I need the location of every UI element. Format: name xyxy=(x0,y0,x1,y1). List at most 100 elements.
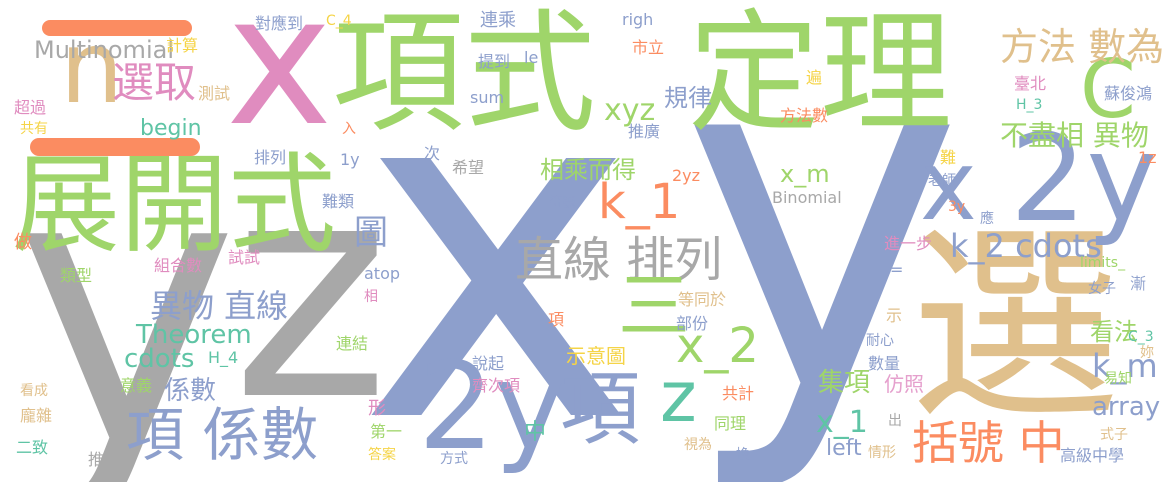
word-km: k_m xyxy=(1092,347,1158,385)
word-jisuan: 計算 xyxy=(166,36,199,55)
word-zhixian-pailie: 直線 排列 xyxy=(515,232,723,288)
word-chaoguo: 超過 xyxy=(14,98,47,117)
word-1z: 1z xyxy=(1138,148,1157,167)
word-z-large: z xyxy=(232,117,390,466)
word-binomial: Binomial xyxy=(772,188,842,207)
word-atop: atop xyxy=(364,264,401,283)
word-ru: 入 xyxy=(342,121,356,137)
word-xiang-mid: 項 xyxy=(560,363,640,456)
word-yiwu-zhixian: 異物 直線 xyxy=(150,287,289,325)
word-lianjie: 連結 xyxy=(336,334,369,353)
word-ceshi: 測試 xyxy=(198,84,231,103)
word-naixin: 耐心 xyxy=(866,333,894,349)
word-qingxing: 情形 xyxy=(868,445,896,461)
word-xm: x_m xyxy=(780,160,830,188)
word-jian: 漸 xyxy=(1130,274,1147,293)
word-jinyibu: 進一步 xyxy=(884,234,933,253)
word-z-small: z xyxy=(660,356,697,438)
word-qicixiang: 齊次項 xyxy=(472,376,521,395)
word-buqin: 不盡相 異物 xyxy=(1000,119,1149,152)
word-tongli: 同理 xyxy=(714,414,747,433)
word-fuhao: 符號 xyxy=(548,195,576,211)
word-xishu-small: 係數 xyxy=(164,376,217,406)
word-zhong: 中 xyxy=(524,420,547,445)
word-c3: C_3 xyxy=(1128,329,1154,345)
word-sujunhong: 蘇俊鴻 xyxy=(1104,84,1153,103)
word-x-large: x xyxy=(358,0,637,482)
word-chu: 出 xyxy=(888,413,902,429)
word-left: left xyxy=(826,436,862,461)
word-nan: 難 xyxy=(940,148,957,167)
word-xiangcheng: 相乘而得 xyxy=(540,156,636,184)
word-limits: limits_ xyxy=(1080,255,1126,271)
word-fangfashu: 方法數 xyxy=(780,106,829,125)
word-x1: x_1 xyxy=(816,405,868,440)
word-tu: 圖 xyxy=(354,213,388,253)
word-nanlei: 難類 xyxy=(322,192,355,211)
word-x2: x_2 xyxy=(676,318,759,374)
word-xiang-s: 相 xyxy=(364,289,378,305)
word-yiyi: 意義 xyxy=(120,376,153,395)
word-fangshi: 方式 xyxy=(440,451,468,467)
word-laoshi: 老師 xyxy=(928,173,956,189)
word-jixiang: 集項 xyxy=(818,368,871,398)
word-2yz: 2yz xyxy=(672,166,701,185)
word-x2y-x: x xyxy=(920,130,977,242)
word-xiangshi: 項式 xyxy=(332,0,596,151)
word-pangza: 龐雜 xyxy=(20,406,53,425)
word-tuichu: 推出 xyxy=(88,450,121,469)
word-h3: H_3 xyxy=(1016,97,1043,113)
word-shizi: 式子 xyxy=(1100,427,1128,443)
word-x2y-2y: 2y xyxy=(1010,110,1158,249)
word-k1: k_1 xyxy=(598,174,681,230)
word-leixing: 類型 xyxy=(60,266,93,285)
word-tuiguang: 推廣 xyxy=(628,122,661,141)
word-kuohao: 括號 中 xyxy=(912,416,1065,470)
word-ci: 次 xyxy=(424,144,441,163)
word-bufen: 部份 xyxy=(676,314,709,333)
word-xiang-xishu: 項 係數 xyxy=(126,401,319,469)
word-kanfa: 看法 xyxy=(1090,318,1138,346)
word-shi: 示 xyxy=(886,306,903,325)
word-fangzhao: 仿照 xyxy=(884,372,924,396)
word-nvzi: 女子 xyxy=(1088,281,1116,297)
word-sum: sum xyxy=(470,88,505,107)
word-daan: 答案 xyxy=(368,447,396,463)
word-y-left: y xyxy=(14,88,239,482)
word-h4: H_4 xyxy=(208,348,239,367)
word-theorem: Theorem xyxy=(136,320,252,350)
dash-bar-bottom xyxy=(30,138,200,156)
word-xyz: xyz xyxy=(604,93,656,128)
dash-bar-top xyxy=(42,20,192,36)
word-cdots-1: cdots xyxy=(124,344,195,374)
word-shishi: 試試 xyxy=(228,248,261,267)
word-diyi: 第一 xyxy=(370,422,403,441)
word-y-large: y xyxy=(680,0,965,482)
word-shili: 市立 xyxy=(632,38,665,57)
word-huan: 換 xyxy=(736,447,750,463)
word-c-big: C xyxy=(1080,43,1136,136)
word-dengtongyu: 等同於 xyxy=(678,290,727,309)
word-shuliang: 數量 xyxy=(868,354,901,373)
word-xiwang: 希望 xyxy=(452,158,485,177)
word-shuoqi: 說起 xyxy=(472,354,505,373)
word-c4: C_4 xyxy=(326,13,352,29)
word-guilu: 規律 xyxy=(664,84,712,112)
word-yizhi: 易知 xyxy=(1104,371,1132,387)
word-begin: begin xyxy=(140,116,202,141)
word-zuo: 做 xyxy=(14,232,32,253)
word-array: array xyxy=(1092,392,1161,422)
word-shiyitu: 示意圖 xyxy=(566,344,626,368)
word-zhankaishi: 展開式 xyxy=(12,143,337,268)
word-1y: 1y xyxy=(340,150,360,169)
word-multinomial: Multinomial xyxy=(34,36,174,64)
word-gongyou: 共有 xyxy=(20,121,48,137)
word-ni: 妳 xyxy=(1140,345,1154,361)
word-gongji: 共計 xyxy=(722,384,755,403)
word-kancheng: 看成 xyxy=(20,383,48,399)
word-bian: 遍 xyxy=(806,68,823,87)
word-xuan: 選 xyxy=(910,204,1121,449)
word-le: le xyxy=(524,48,539,67)
word-lianchen: 連乘 xyxy=(480,10,516,31)
